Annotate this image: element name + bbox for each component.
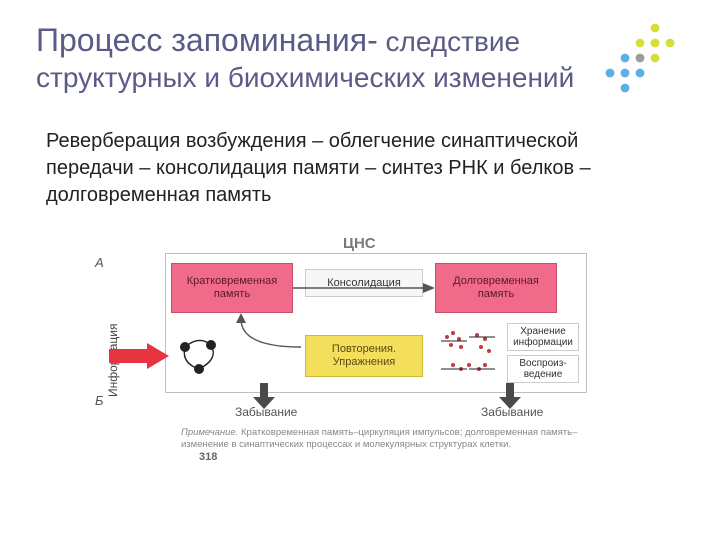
long-term-box: Долговременная память — [435, 263, 557, 313]
axis-a-label: А — [95, 255, 104, 270]
neuron-loop-icon — [175, 333, 223, 381]
footnote-prefix: Примечание. — [181, 427, 238, 438]
reproduction-box: Воспроиз- ведение — [507, 355, 579, 383]
short-term-box: Кратковременная память — [171, 263, 293, 313]
title-row: Процесс запоминания- следствие структурн… — [36, 20, 684, 102]
memory-diagram: А Б Информация ЦНС Кратковременная памят… — [95, 227, 625, 459]
title-dash: - — [367, 22, 378, 58]
logo-dots-icon — [596, 14, 684, 102]
forget-label-2: Забывание — [481, 405, 543, 419]
forget-label-1: Забывание — [235, 405, 297, 419]
title-part1: Процесс запоминания — [36, 22, 367, 58]
body-paragraph: Реверберация возбуждения – облегчение си… — [46, 128, 666, 209]
synapse-cluster-icon — [439, 325, 497, 383]
slide: Процесс запоминания- следствие структурн… — [0, 0, 720, 540]
footnote: Примечание. Кратковременная память–цирку… — [181, 427, 605, 452]
reproduction-text: Воспроиз- ведение — [508, 358, 578, 381]
input-arrow-icon — [109, 341, 171, 371]
arrow-short-to-long-icon — [293, 281, 435, 295]
storage-box: Хранение информации — [507, 323, 579, 351]
page-number: 318 — [199, 451, 217, 463]
repetition-box: Повторения. Упражнения — [305, 335, 423, 377]
footnote-text: Кратковременная память–циркуляция импуль… — [181, 427, 577, 450]
slide-title: Процесс запоминания- следствие структурн… — [36, 20, 584, 95]
cns-label: ЦНС — [343, 235, 376, 252]
axis-b-label: Б — [95, 393, 103, 408]
arrow-rep-to-short-icon — [231, 313, 307, 357]
